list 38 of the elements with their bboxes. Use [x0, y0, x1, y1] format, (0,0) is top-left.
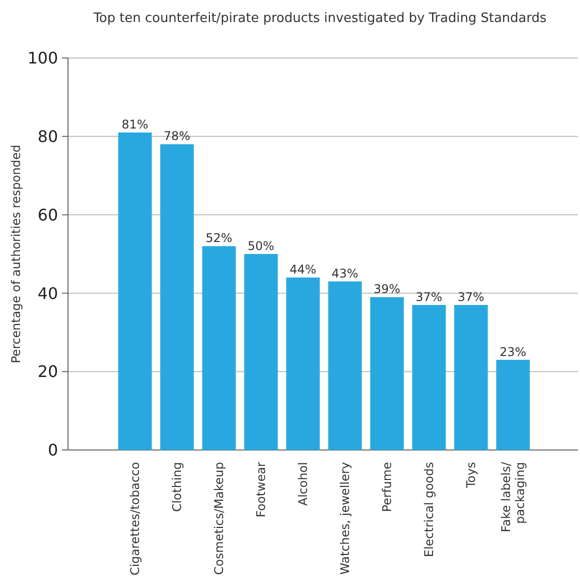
- bar: [160, 144, 194, 450]
- y-tick-label: 40: [38, 284, 58, 303]
- y-tick-label: 0: [48, 440, 58, 460]
- chart-title: Top ten counterfeit/pirate products investigated by Trading Standards: [92, 11, 547, 26]
- x-tick-label: Footwear: [254, 462, 268, 518]
- data-label: 37%: [416, 290, 442, 304]
- y-axis-title: Percentage of authorities responded: [9, 144, 23, 364]
- y-tick-label: 60: [38, 205, 58, 224]
- bar: [370, 297, 404, 450]
- y-tick-label: 100: [27, 48, 58, 68]
- x-tick-label: Electrical goods: [422, 462, 436, 558]
- x-tick-label: Cigarettes/tobacco: [128, 462, 142, 576]
- data-label: 50%: [248, 239, 274, 253]
- x-tick-label: Watches, jewellery: [338, 462, 352, 575]
- bar: [412, 304, 446, 450]
- bar: [202, 246, 236, 450]
- data-label: 39%: [374, 282, 400, 296]
- data-label: 78%: [164, 129, 190, 144]
- bar: [454, 304, 488, 450]
- bar: [328, 281, 362, 450]
- x-tick-label: Clothing: [170, 462, 184, 512]
- data-label: 81%: [122, 117, 148, 132]
- x-tick-label: Toys: [464, 462, 478, 489]
- bar: [244, 254, 278, 450]
- y-tick-label: 80: [38, 127, 58, 146]
- data-label: 52%: [206, 231, 232, 246]
- x-tick-label: Fake labels/ packaging: [499, 461, 527, 532]
- y-tick-label: 20: [38, 362, 58, 382]
- x-tick-label: Alcohol: [296, 462, 310, 506]
- data-label: 37%: [458, 290, 484, 304]
- x-tick-label: Perfume: [380, 462, 394, 512]
- data-label: 43%: [332, 266, 358, 280]
- x-tick-label: Cosmetics/Makeup: [212, 462, 226, 575]
- data-label: 44%: [290, 262, 316, 277]
- bar: [118, 132, 152, 450]
- data-label: 23%: [500, 344, 526, 359]
- bar: [496, 360, 530, 450]
- bar: [286, 278, 320, 450]
